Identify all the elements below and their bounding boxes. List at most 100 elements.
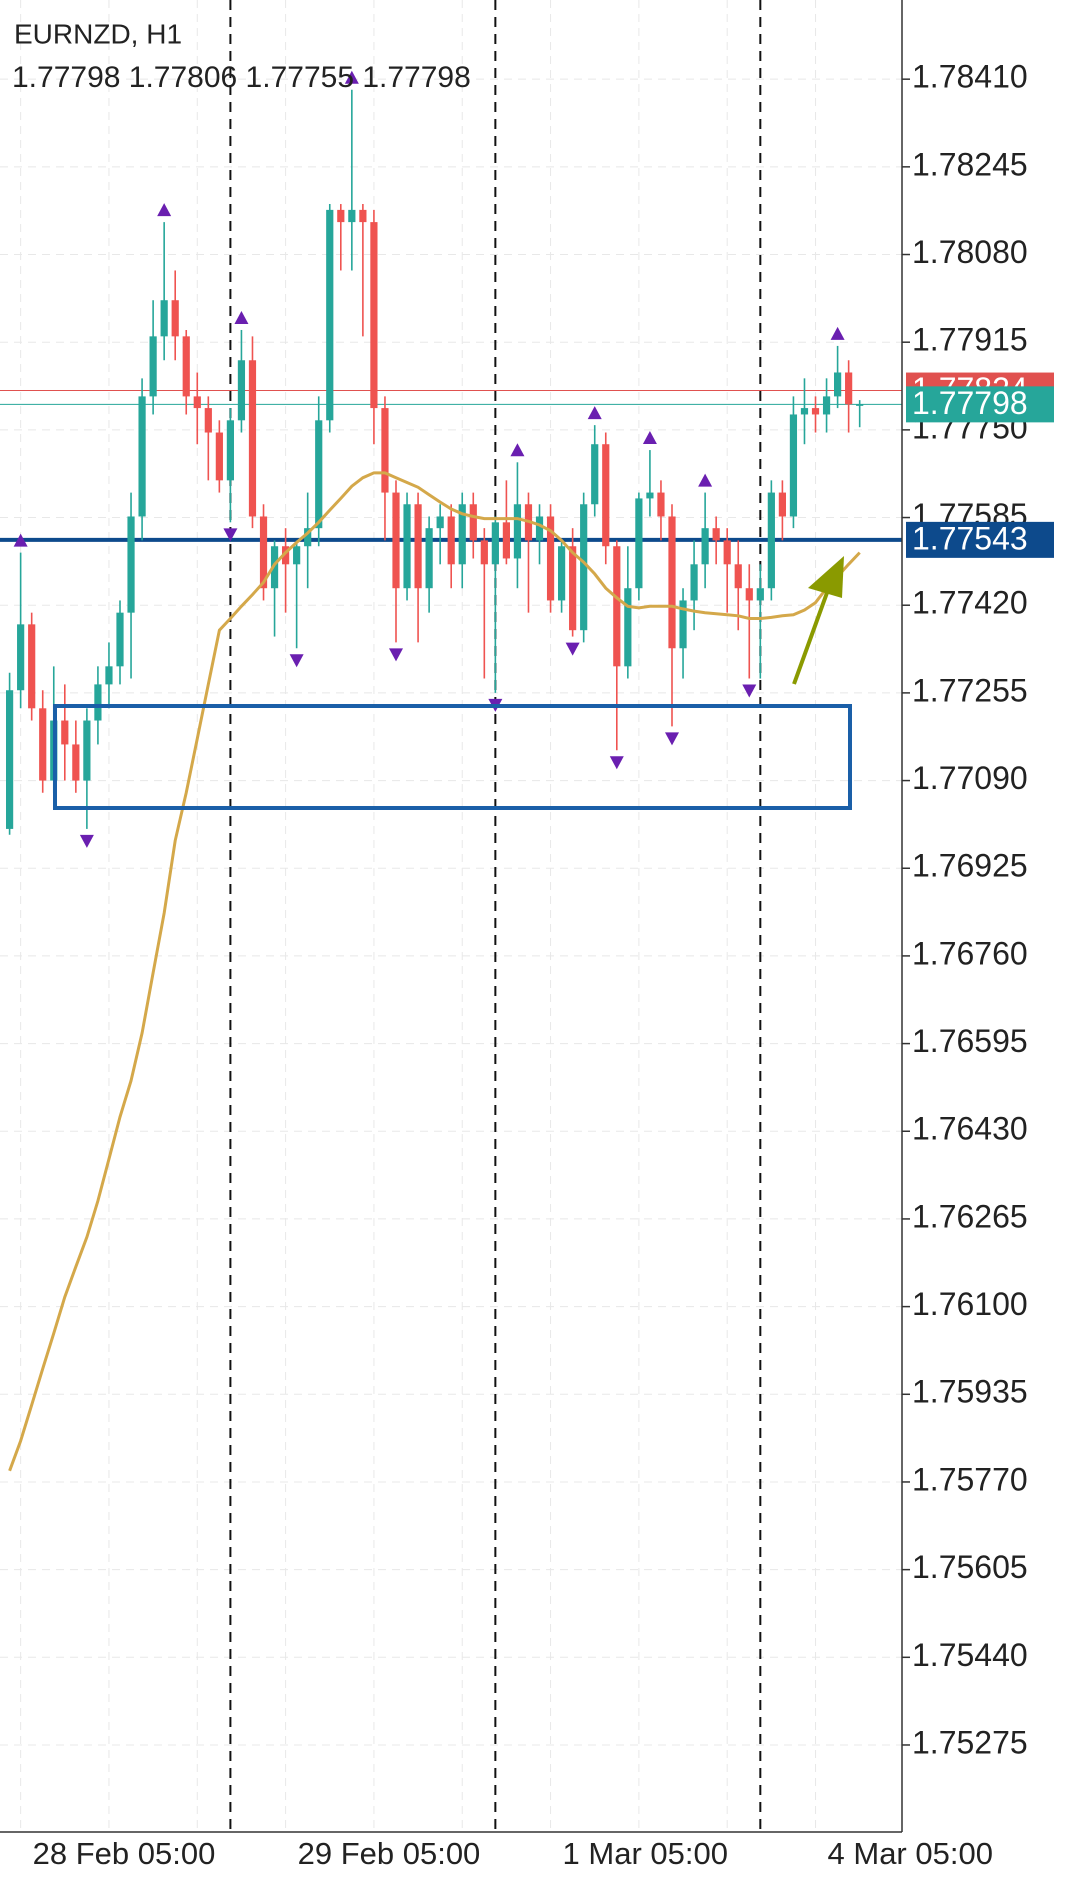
candle-body bbox=[72, 744, 80, 781]
candle-body bbox=[193, 396, 201, 409]
fractal-down bbox=[79, 834, 94, 848]
candle-body bbox=[480, 540, 488, 565]
y-tick-label: 1.75935 bbox=[912, 1374, 1028, 1410]
y-tick-label: 1.78410 bbox=[912, 59, 1028, 95]
candle-body bbox=[469, 504, 477, 541]
x-tick-label: 29 Feb 05:00 bbox=[298, 1836, 481, 1871]
y-tick-label: 1.75770 bbox=[912, 1461, 1028, 1497]
zone-box bbox=[53, 704, 852, 810]
candle-body bbox=[811, 408, 820, 415]
candle-body bbox=[668, 516, 676, 649]
grid: 1.784101.782451.780801.779151.777501.775… bbox=[0, 0, 1028, 1871]
x-tick-label: 28 Feb 05:00 bbox=[33, 1836, 216, 1871]
candle-body bbox=[436, 516, 444, 529]
candle-body bbox=[381, 408, 389, 493]
y-tick-label: 1.75440 bbox=[912, 1637, 1028, 1673]
y-tick-label: 1.77915 bbox=[912, 322, 1028, 358]
candle-body bbox=[337, 209, 345, 223]
fractal-down bbox=[223, 528, 238, 542]
y-tick-label: 1.76430 bbox=[912, 1111, 1028, 1147]
y-tick-label: 1.78245 bbox=[912, 146, 1028, 182]
candle-body bbox=[546, 516, 555, 601]
price-tag-label: 1.77543 bbox=[912, 520, 1028, 556]
moving-average bbox=[8, 471, 861, 1472]
candle-body bbox=[624, 588, 632, 667]
candle-body bbox=[348, 209, 356, 223]
candle-body bbox=[745, 588, 753, 601]
y-tick-label: 1.77420 bbox=[912, 585, 1028, 621]
candle-body bbox=[204, 408, 212, 433]
candle-body bbox=[756, 588, 764, 601]
candle-body bbox=[834, 372, 842, 397]
y-tick-label: 1.76925 bbox=[912, 848, 1028, 884]
candle-body bbox=[28, 624, 36, 709]
candle-body bbox=[248, 360, 257, 517]
candle-body bbox=[282, 546, 290, 565]
price-tag-label: 1.77798 bbox=[912, 385, 1028, 421]
fractal-up bbox=[642, 431, 657, 445]
candle-body bbox=[569, 546, 577, 631]
x-tick-label: 4 Mar 05:00 bbox=[828, 1836, 993, 1871]
y-tick-label: 1.75275 bbox=[912, 1724, 1028, 1760]
candle-body bbox=[425, 528, 433, 589]
candle-body bbox=[160, 300, 168, 337]
candle-body bbox=[734, 564, 742, 589]
candle-body bbox=[789, 414, 798, 517]
candle-body bbox=[116, 612, 124, 667]
candle-body bbox=[403, 504, 411, 589]
candle-body bbox=[61, 720, 69, 745]
candle-body bbox=[723, 540, 731, 565]
candle-body bbox=[370, 222, 378, 409]
candle-body bbox=[690, 564, 698, 601]
candle-body bbox=[767, 492, 775, 589]
y-tick-label: 1.76760 bbox=[912, 935, 1028, 971]
fractal-up bbox=[698, 473, 713, 487]
candle-body bbox=[712, 528, 720, 541]
candle-body bbox=[679, 600, 687, 649]
candle-body bbox=[657, 492, 665, 517]
candle-body bbox=[39, 708, 47, 781]
candle-body bbox=[392, 492, 400, 589]
candle-body bbox=[502, 522, 510, 559]
y-tick-label: 1.78080 bbox=[912, 234, 1028, 270]
candle-body bbox=[215, 432, 223, 481]
x-tick-label: 1 Mar 05:00 bbox=[563, 1836, 728, 1871]
fractal-down bbox=[609, 756, 624, 770]
candle-body bbox=[845, 372, 853, 405]
candle-body bbox=[800, 408, 809, 415]
fractal-down bbox=[665, 732, 679, 746]
candle-body bbox=[580, 504, 588, 631]
fractal-up bbox=[587, 406, 602, 420]
candle-body bbox=[171, 300, 179, 337]
candle-body bbox=[701, 528, 709, 565]
candle-body bbox=[558, 546, 566, 601]
candle-body bbox=[17, 624, 25, 691]
y-tick-label: 1.76100 bbox=[912, 1286, 1028, 1322]
y-tick-label: 1.77090 bbox=[912, 760, 1028, 796]
candle-body bbox=[226, 420, 234, 481]
fractal-down bbox=[389, 648, 403, 662]
price-tag bbox=[906, 386, 1054, 423]
y-tick-label: 1.75605 bbox=[912, 1549, 1028, 1585]
chart-subtitle: 1.77798 1.77806 1.77755 1.77798 bbox=[12, 61, 471, 94]
candle-body bbox=[822, 396, 831, 415]
fractal-up bbox=[510, 443, 525, 457]
candle-body bbox=[105, 666, 113, 685]
candle-body bbox=[6, 690, 14, 829]
candle-body bbox=[359, 209, 367, 223]
candle-body bbox=[127, 516, 135, 613]
fractal-down bbox=[742, 684, 757, 698]
candle-body bbox=[513, 504, 522, 559]
fractal-up bbox=[830, 326, 845, 340]
candle-body bbox=[304, 528, 312, 547]
trend-arrow bbox=[792, 589, 830, 685]
price-tag bbox=[906, 521, 1054, 558]
candle-body bbox=[237, 360, 246, 421]
y-tick-label: 1.76265 bbox=[912, 1198, 1028, 1234]
candle-body bbox=[646, 492, 654, 499]
candle-body bbox=[613, 546, 621, 667]
fractal-up bbox=[234, 310, 249, 324]
